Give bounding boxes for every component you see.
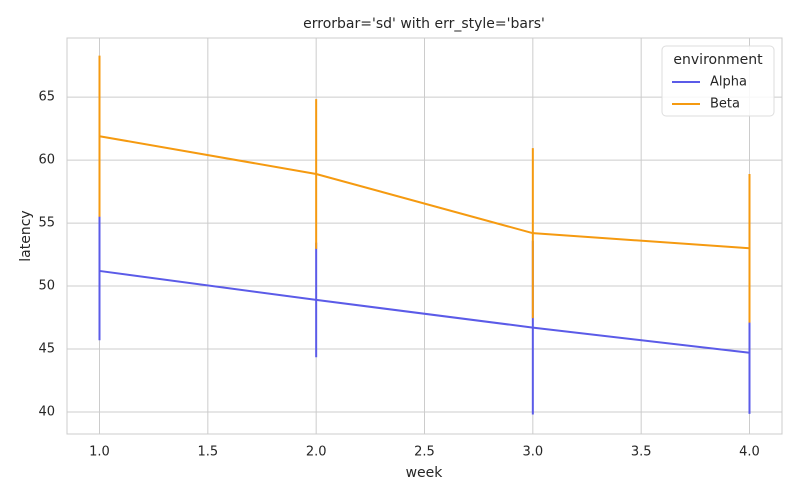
- y-axis-label: latency: [18, 210, 34, 261]
- legend-title: environment: [673, 52, 763, 68]
- y-tick-label: 40: [38, 404, 55, 419]
- x-tick-label: 3.5: [631, 445, 652, 460]
- x-axis-label: week: [406, 465, 444, 481]
- y-tick-label: 65: [38, 90, 55, 105]
- x-tick-label: 2.0: [306, 445, 327, 460]
- y-tick-label: 45: [38, 342, 55, 357]
- x-tick-label: 3.0: [522, 445, 543, 460]
- x-tick-label: 1.5: [197, 445, 218, 460]
- legend-label: Beta: [710, 97, 740, 112]
- series-line: [99, 269, 750, 354]
- series-line: [99, 135, 750, 250]
- x-tick-label: 2.5: [414, 445, 435, 460]
- x-tick-label: 4.0: [739, 445, 760, 460]
- legend-box: [661, 45, 775, 117]
- y-tick-label: 55: [38, 216, 55, 231]
- y-tick-label: 50: [38, 279, 55, 294]
- x-tick-label: 1.0: [89, 445, 110, 460]
- y-tick-label: 60: [38, 153, 55, 168]
- legend-label: Alpha: [710, 75, 747, 90]
- chart-title: errorbar='sd' with err_style='bars': [303, 16, 545, 32]
- plot-frame: [66, 37, 783, 435]
